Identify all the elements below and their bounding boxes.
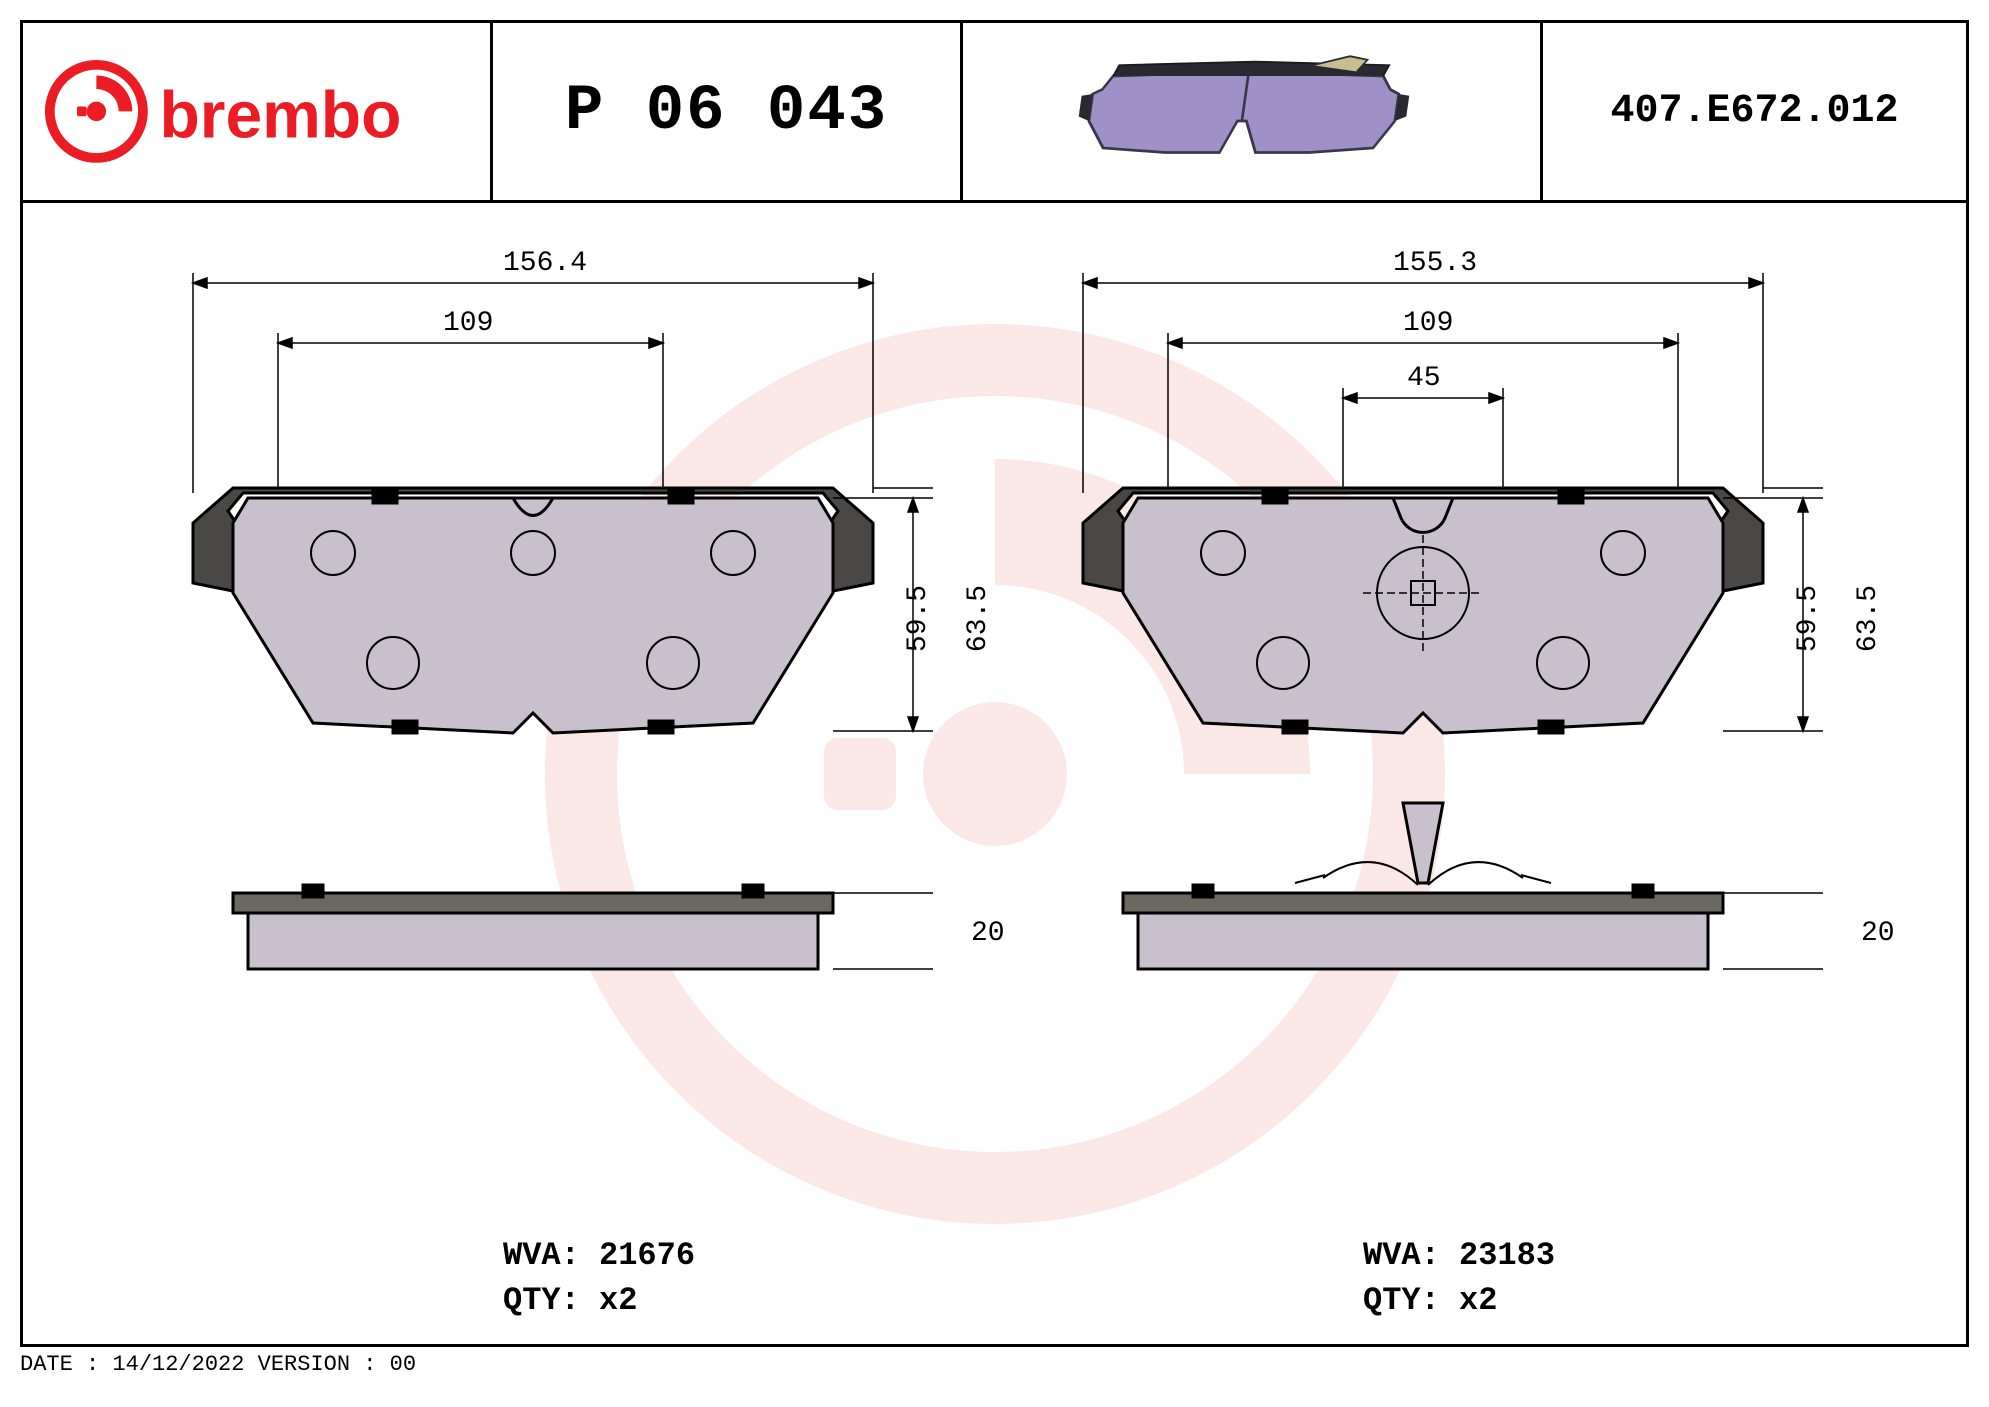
title-block: brembo P 06 043 407.E672.012 — [23, 23, 1966, 203]
doc-date-version: DATE : 14/12/2022 VERSION : 00 — [20, 1352, 416, 1377]
dim-thickness-r: 20 — [1861, 918, 1895, 949]
logo-cell: brembo — [23, 23, 493, 200]
dim-height-inner: 59.5 — [903, 585, 934, 652]
footer-left: WVA: 21676 QTY: x2 — [503, 1234, 695, 1324]
dim-inner-width-r: 109 — [1403, 308, 1453, 339]
drawing-code: 407.E672.012 — [1610, 89, 1898, 134]
left-pad-front-view: 156.4 109 59.5 63.5 — [133, 243, 933, 763]
dim-height-outer-r: 63.5 — [1853, 585, 1884, 652]
wva-val-l: 21676 — [599, 1237, 695, 1274]
dim-width-overall-r: 155.3 — [1393, 248, 1477, 279]
thumbnail-cell — [963, 23, 1543, 200]
wva-label-r: WVA: — [1363, 1237, 1440, 1274]
brand-text: brembo — [159, 78, 401, 152]
qty-label-l: QTY: — [503, 1282, 580, 1319]
drawing-frame: brembo P 06 043 407.E672.012 — [20, 20, 1969, 1347]
left-pad-side-view: 20 — [133, 823, 933, 1023]
qty-val-r: x2 — [1459, 1282, 1497, 1319]
brembo-logo: brembo — [43, 58, 470, 165]
dim-thickness-l: 20 — [971, 918, 1005, 949]
part-thumbnail — [1072, 49, 1432, 175]
right-pad-side-view: 20 — [1023, 783, 1823, 1023]
drawing-code-cell: 407.E672.012 — [1543, 23, 1966, 200]
part-number: P 06 043 — [565, 76, 888, 148]
dim-width-overall: 156.4 — [503, 248, 587, 279]
dim-height-outer: 63.5 — [963, 585, 994, 652]
part-number-cell: P 06 043 — [493, 23, 963, 200]
footer-right: WVA: 23183 QTY: x2 — [1363, 1234, 1555, 1324]
wva-label-l: WVA: — [503, 1237, 580, 1274]
right-pad-front-view: 155.3 109 45 59.5 63.5 — [1023, 243, 1823, 763]
dim-height-inner-r: 59.5 — [1793, 585, 1824, 652]
dim-inner-width: 109 — [443, 308, 493, 339]
dim-center-offset: 45 — [1407, 363, 1441, 394]
qty-val-l: x2 — [599, 1282, 637, 1319]
qty-label-r: QTY: — [1363, 1282, 1440, 1319]
diagram-area: 156.4 109 59.5 63.5 — [23, 203, 1966, 1344]
wva-val-r: 23183 — [1459, 1237, 1555, 1274]
